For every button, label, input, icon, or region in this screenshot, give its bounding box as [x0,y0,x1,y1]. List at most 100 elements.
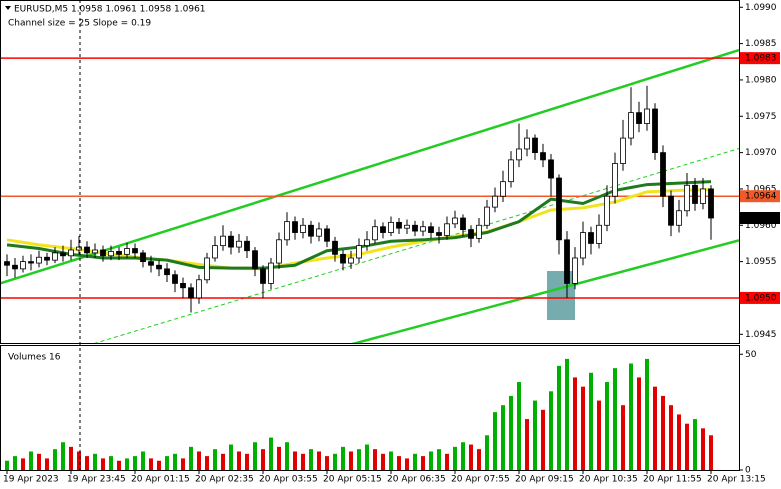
candle-body [268,262,274,284]
candle-body [284,221,290,241]
volume-bar [317,451,321,470]
volume-bar [365,444,369,470]
axes: 1.09901.09851.09801.09751.09701.09651.09… [3,3,780,485]
volume-bar [485,435,489,470]
candle-body [492,195,498,208]
x-tick-label: 20 Apr 07:55 [451,475,510,485]
volume-tick-label: 50 [745,350,757,360]
volume-bar [429,451,433,470]
volume-bar [205,456,209,470]
candle-body [140,252,146,263]
volume-tick-label: 0 [745,466,751,476]
candle-body [476,224,482,239]
volume-bar [477,449,481,470]
candle-body [364,239,370,247]
candle-body [612,163,618,197]
x-tick-label: 19 Apr 23:45 [67,475,126,485]
volume-bar [597,400,601,470]
volume-bar [45,458,49,470]
volume-bar [157,460,161,470]
candle-body [708,188,714,219]
volume-bar [589,372,593,470]
collapse-icon [5,6,11,10]
candle-body [172,274,178,284]
candle-body [332,240,338,255]
candle-body [428,226,434,233]
volume-bar [397,456,401,470]
volume-bar [373,449,377,470]
x-tick-label: 20 Apr 01:15 [131,475,190,485]
y-tick-label: 1.0965 [745,184,777,194]
volume-bar [493,412,497,470]
volume-bar [69,446,73,470]
candle-body [188,287,194,299]
volume-bar [5,460,9,470]
volume-bar [261,449,265,470]
candle-body [436,232,442,236]
candle-body [628,112,634,139]
volume-bar [541,409,545,470]
volume-panel [5,358,713,470]
candle-body [148,261,154,266]
candle-body [180,283,186,289]
candle-body [84,246,90,254]
candle-body [52,252,58,261]
candle-body [444,223,450,236]
volume-bar [189,446,193,470]
volume-bar [285,442,289,470]
volume-bar [165,456,169,470]
volume-bar [333,453,337,470]
level-label: 1.0983 [745,54,777,64]
candle-body [132,248,138,254]
candle-body [92,249,98,254]
candle-body [604,195,610,226]
candle-body [580,232,586,259]
candle-body [404,224,410,229]
volume-bar [357,449,361,470]
candle-body [468,229,474,239]
volume-bar [501,405,505,470]
channel-line [94,148,739,343]
price-panel [0,48,739,343]
volume-bar [669,405,673,470]
x-tick-label: 20 Apr 09:15 [515,475,574,485]
volume-bar [269,437,273,470]
volume-bar [533,400,537,470]
x-tick-label: 20 Apr 10:35 [579,475,638,485]
channel-line [0,48,739,285]
candle-body [684,184,690,212]
volume-bar [13,456,17,470]
candle-body [316,228,322,237]
volume-bar [237,451,241,470]
candle-body [260,268,266,284]
candle-body [540,152,546,161]
candle-body [196,279,202,299]
candle-body [244,240,250,252]
volume-bar [693,419,697,470]
candle-body [484,206,490,226]
volume-bar [389,451,393,470]
candle-body [308,224,314,237]
volume-bar [93,453,97,470]
volume-bar [509,395,513,470]
volume-title: Volumes 16 [8,353,61,363]
candle-body [204,257,210,281]
volume-bar [221,453,225,470]
volume-bar [117,460,121,470]
volume-bar [245,453,249,470]
candle-body [388,221,394,233]
level-label: 1.0950 [745,293,777,303]
volume-bar [109,456,113,470]
volume-bar [85,456,89,470]
volume-bar [341,446,345,470]
volume-bar [525,419,529,470]
volume-bar [653,386,657,470]
volume-bar [709,435,713,470]
candle-body [108,251,114,257]
volume-bar [629,363,633,470]
candle-body [692,184,698,204]
candle-body [156,264,162,270]
volume-bar [197,451,201,470]
